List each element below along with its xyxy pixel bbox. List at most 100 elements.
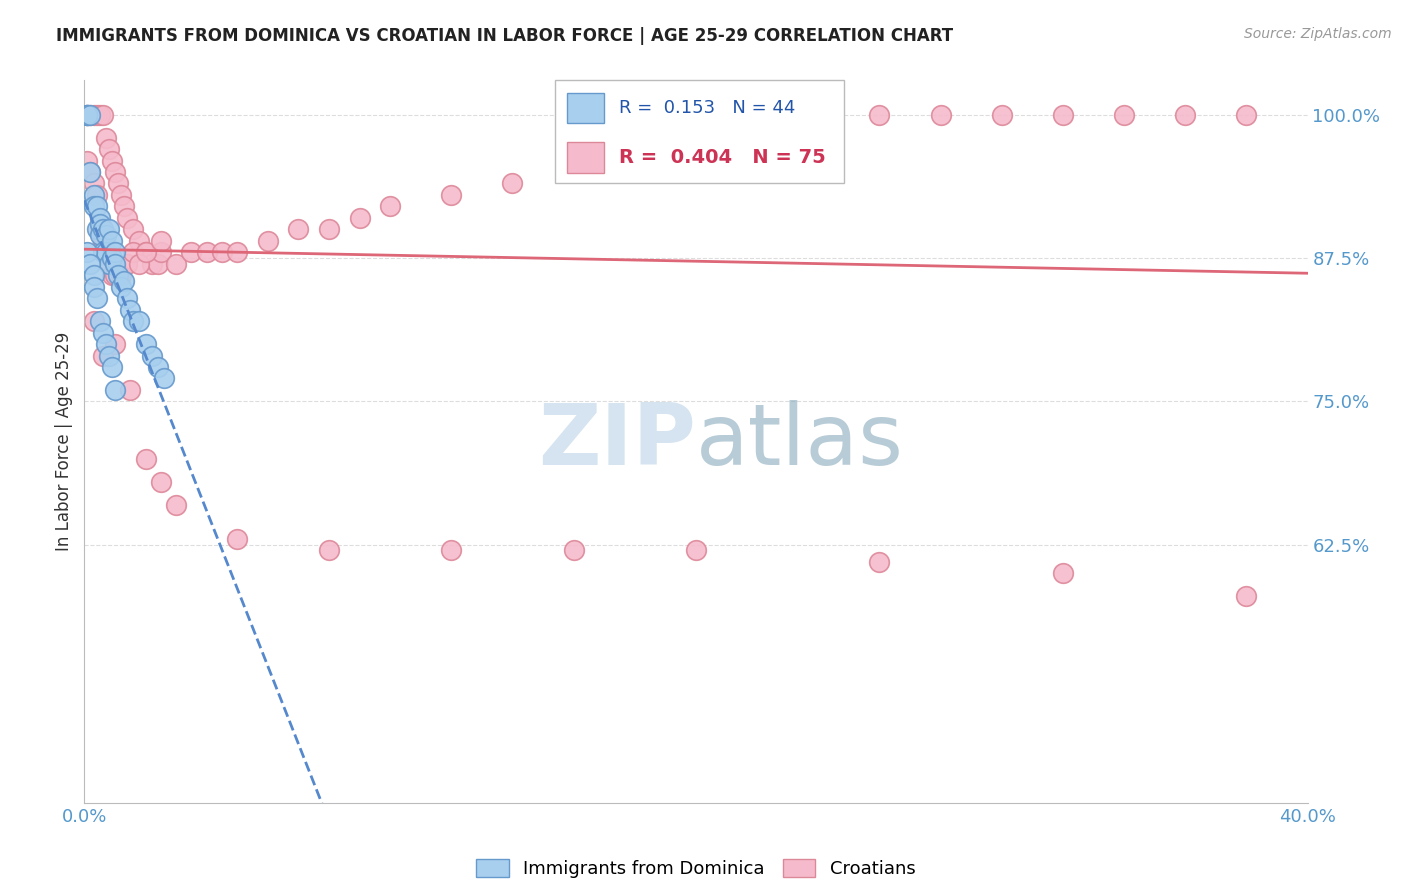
Point	[120, 302, 142, 317]
Point	[318, 222, 340, 236]
Point	[101, 268, 124, 283]
Legend: Immigrants from Dominica, Croatians: Immigrants from Dominica, Croatians	[470, 852, 922, 886]
Point	[440, 543, 463, 558]
Point	[685, 142, 707, 156]
Point	[1236, 590, 1258, 604]
Point	[76, 108, 98, 122]
Point	[86, 188, 108, 202]
Point	[76, 245, 98, 260]
Point	[115, 291, 138, 305]
Y-axis label: In Labor Force | Age 25-29: In Labor Force | Age 25-29	[55, 332, 73, 551]
Text: R =  0.153   N = 44: R = 0.153 N = 44	[619, 99, 796, 117]
Point	[122, 245, 145, 260]
Text: ZIP: ZIP	[538, 400, 696, 483]
Point	[83, 108, 105, 122]
Point	[101, 153, 124, 168]
Point	[502, 177, 524, 191]
Point	[380, 199, 402, 213]
Point	[135, 245, 157, 260]
Point	[869, 555, 891, 569]
Point	[135, 337, 157, 351]
Point	[97, 142, 120, 156]
FancyBboxPatch shape	[555, 80, 844, 183]
Point	[104, 165, 127, 179]
Point	[1236, 108, 1258, 122]
Point	[1114, 108, 1136, 122]
Point	[101, 359, 124, 374]
Point	[135, 245, 157, 260]
Point	[107, 268, 129, 283]
Point	[211, 245, 233, 260]
Point	[97, 257, 120, 271]
Point	[562, 165, 585, 179]
Point	[141, 257, 163, 271]
Text: IMMIGRANTS FROM DOMINICA VS CROATIAN IN LABOR FORCE | AGE 25-29 CORRELATION CHAR: IMMIGRANTS FROM DOMINICA VS CROATIAN IN …	[56, 27, 953, 45]
Point	[146, 257, 169, 271]
Point	[83, 279, 105, 293]
Point	[86, 199, 108, 213]
Point	[1052, 566, 1074, 581]
Point	[180, 245, 202, 260]
Point	[104, 383, 127, 397]
Text: atlas: atlas	[696, 400, 904, 483]
Point	[149, 475, 172, 489]
Point	[94, 228, 117, 243]
Point	[195, 245, 218, 260]
Point	[104, 337, 127, 351]
Point	[76, 108, 98, 122]
Point	[104, 245, 127, 260]
Point	[89, 222, 111, 236]
Text: Source: ZipAtlas.com: Source: ZipAtlas.com	[1244, 27, 1392, 41]
Point	[104, 257, 127, 271]
Point	[79, 165, 101, 179]
Point	[83, 314, 105, 328]
Point	[110, 279, 132, 293]
Point	[79, 165, 101, 179]
Point	[226, 532, 249, 546]
Point	[86, 108, 108, 122]
Point	[83, 188, 105, 202]
Point	[89, 314, 111, 328]
Point	[318, 543, 340, 558]
Point	[1174, 108, 1197, 122]
Point	[128, 257, 150, 271]
Point	[83, 268, 105, 283]
Point	[929, 108, 952, 122]
Point	[128, 314, 150, 328]
Point	[807, 119, 830, 133]
Point	[94, 337, 117, 351]
Point	[226, 245, 249, 260]
Point	[110, 188, 132, 202]
Point	[107, 177, 129, 191]
Point	[91, 234, 114, 248]
Point	[869, 108, 891, 122]
Point	[112, 199, 135, 213]
Point	[146, 359, 169, 374]
Point	[685, 543, 707, 558]
Point	[135, 451, 157, 466]
Point	[89, 108, 111, 122]
Point	[94, 130, 117, 145]
Point	[115, 257, 138, 271]
Point	[101, 234, 124, 248]
Point	[97, 349, 120, 363]
Point	[86, 291, 108, 305]
Point	[83, 177, 105, 191]
Point	[110, 268, 132, 283]
Point	[287, 222, 309, 236]
Point	[79, 257, 101, 271]
Point	[91, 349, 114, 363]
Point	[624, 153, 647, 168]
Point	[97, 222, 120, 236]
Point	[89, 217, 111, 231]
Point	[149, 245, 172, 260]
Point	[440, 188, 463, 202]
Point	[91, 108, 114, 122]
Point	[165, 257, 187, 271]
Point	[122, 314, 145, 328]
Point	[76, 108, 98, 122]
Text: R =  0.404   N = 75: R = 0.404 N = 75	[619, 148, 825, 167]
Point	[79, 108, 101, 122]
Point	[91, 245, 114, 260]
Point	[91, 222, 114, 236]
